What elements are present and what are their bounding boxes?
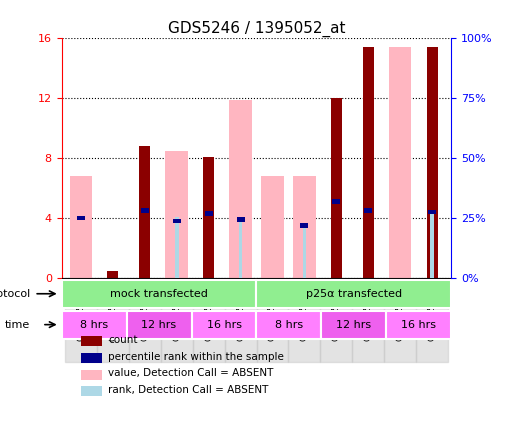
Bar <box>161 278 192 363</box>
Text: 12 hrs: 12 hrs <box>337 320 371 330</box>
Bar <box>70 176 92 278</box>
Text: 16 hrs: 16 hrs <box>402 320 437 330</box>
Bar <box>303 223 306 278</box>
Bar <box>430 212 434 278</box>
Text: 12 hrs: 12 hrs <box>142 320 176 330</box>
Bar <box>332 200 341 204</box>
Bar <box>81 336 103 346</box>
Bar <box>427 47 438 278</box>
Text: value, Detection Call = ABSENT: value, Detection Call = ABSENT <box>108 368 274 379</box>
Bar <box>192 278 225 363</box>
Bar <box>141 209 149 213</box>
Bar <box>416 278 448 363</box>
Text: rank, Detection Call = ABSENT: rank, Detection Call = ABSENT <box>108 385 269 395</box>
Bar <box>225 278 256 363</box>
FancyBboxPatch shape <box>256 311 322 338</box>
Bar <box>321 278 352 363</box>
FancyBboxPatch shape <box>127 311 191 338</box>
Bar <box>81 370 103 379</box>
Text: 8 hrs: 8 hrs <box>275 320 303 330</box>
Title: GDS5246 / 1395052_at: GDS5246 / 1395052_at <box>168 20 345 37</box>
Bar <box>428 210 436 214</box>
Bar <box>203 157 214 278</box>
Text: protocol: protocol <box>0 289 30 299</box>
Bar <box>236 217 245 222</box>
Bar <box>256 278 288 363</box>
Text: 16 hrs: 16 hrs <box>207 320 242 330</box>
Bar <box>288 278 321 363</box>
Bar <box>331 98 342 278</box>
Text: 8 hrs: 8 hrs <box>80 320 108 330</box>
Text: time: time <box>5 320 30 330</box>
Bar <box>65 278 97 363</box>
Bar <box>81 353 103 363</box>
FancyBboxPatch shape <box>191 311 256 338</box>
Bar <box>97 278 129 363</box>
Bar <box>352 278 384 363</box>
FancyBboxPatch shape <box>256 280 451 308</box>
Bar <box>107 271 119 278</box>
Bar <box>301 223 308 228</box>
Text: p25α transfected: p25α transfected <box>306 289 402 299</box>
Bar <box>384 278 416 363</box>
Bar <box>261 176 284 278</box>
Text: count: count <box>108 335 138 345</box>
Bar <box>293 176 315 278</box>
FancyBboxPatch shape <box>62 311 127 338</box>
Bar <box>229 100 252 278</box>
Bar <box>364 209 372 213</box>
Bar <box>139 146 150 278</box>
Bar <box>81 386 103 396</box>
FancyBboxPatch shape <box>322 311 386 338</box>
Text: mock transfected: mock transfected <box>110 289 208 299</box>
Bar <box>205 212 212 216</box>
Bar <box>175 217 179 278</box>
Bar <box>129 278 161 363</box>
Bar <box>389 47 411 278</box>
FancyBboxPatch shape <box>386 311 451 338</box>
Bar <box>172 219 181 223</box>
Bar <box>363 47 374 278</box>
Text: percentile rank within the sample: percentile rank within the sample <box>108 352 284 362</box>
FancyBboxPatch shape <box>62 280 256 308</box>
Bar <box>165 151 188 278</box>
Bar <box>77 216 85 220</box>
Bar <box>239 217 243 278</box>
